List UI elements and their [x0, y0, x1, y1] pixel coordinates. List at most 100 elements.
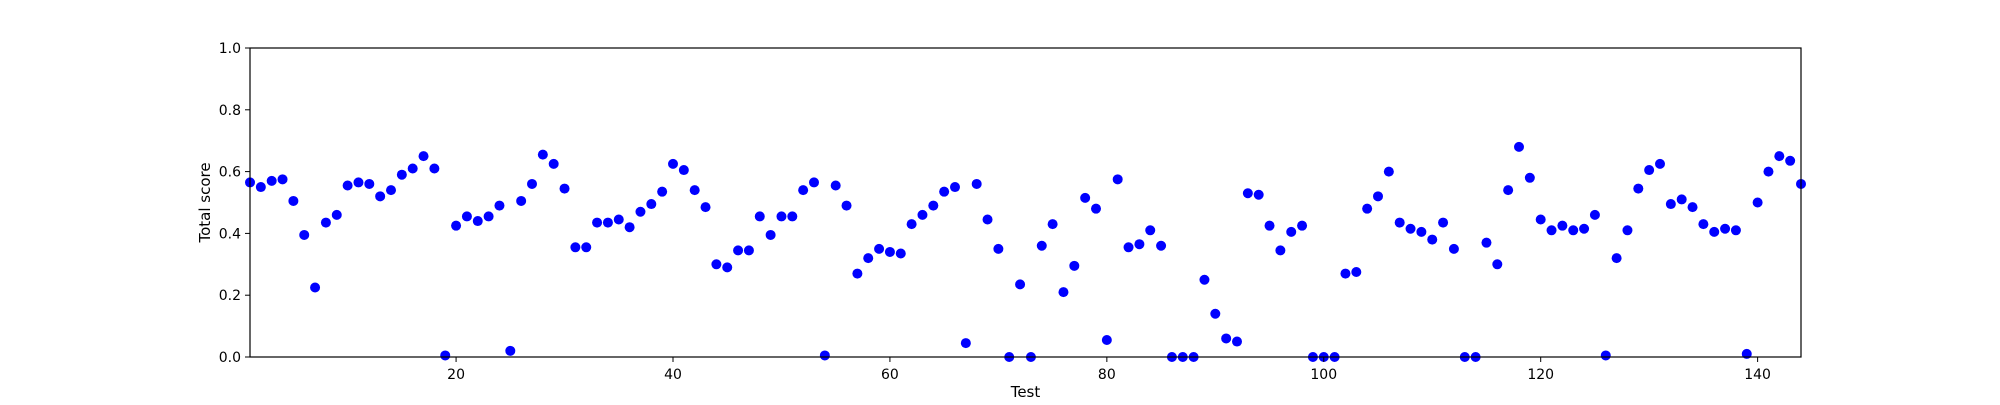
x-axis-ticks: 20 40 60 80 100 120 140 [447, 357, 1771, 383]
data-point [668, 158, 678, 169]
data-point [1448, 243, 1459, 254]
data-point [331, 209, 342, 220]
data-point [1242, 188, 1253, 199]
x-tick-label: 100 [1310, 367, 1337, 383]
data-point [1655, 158, 1665, 169]
data-point [494, 200, 505, 211]
data-point [884, 246, 895, 257]
data-point [1622, 225, 1633, 236]
data-point [288, 195, 299, 206]
data-point [1134, 239, 1145, 250]
data-point [1524, 172, 1535, 183]
data-point [1535, 214, 1546, 225]
data-point [960, 338, 971, 349]
data-point [1221, 333, 1232, 344]
data-point [277, 174, 288, 185]
data-point [928, 200, 939, 211]
data-point [1752, 197, 1763, 208]
x-tick-label: 80 [1098, 367, 1116, 383]
x-tick-label: 20 [447, 367, 465, 383]
data-point [483, 211, 494, 222]
data-point [364, 178, 375, 189]
data-point [581, 242, 592, 253]
data-point [733, 245, 744, 256]
data-point [1730, 225, 1741, 236]
data-point [624, 222, 635, 233]
data-point [516, 195, 527, 206]
y-tick-label: 1.0 [219, 41, 241, 57]
data-point [1145, 225, 1156, 236]
data-point [1405, 223, 1416, 234]
plot-frame [249, 47, 1802, 358]
data-point [743, 245, 754, 256]
x-tick-label: 40 [664, 367, 682, 383]
y-tick-label: 0.0 [219, 350, 241, 366]
data-point [1709, 226, 1720, 237]
data-point [570, 242, 581, 253]
x-tick-label: 60 [881, 367, 899, 383]
data-point [429, 163, 440, 174]
data-point [1015, 279, 1026, 290]
data-point [1210, 308, 1221, 319]
data-point [646, 199, 657, 210]
data-point [678, 165, 689, 176]
data-point [852, 268, 863, 279]
data-point [299, 229, 310, 240]
data-point [1546, 225, 1557, 236]
data-point [1763, 166, 1774, 177]
data-point [1589, 209, 1600, 220]
data-point [1481, 237, 1492, 248]
data-point [765, 229, 776, 240]
data-point [874, 243, 885, 254]
data-point [613, 214, 624, 225]
data-points [245, 141, 1806, 362]
data-point [505, 345, 516, 356]
data-point [1514, 141, 1524, 152]
data-point [1047, 219, 1058, 230]
data-point [1036, 240, 1047, 251]
data-point [863, 253, 874, 264]
data-point [1286, 226, 1297, 237]
data-point [830, 180, 841, 191]
data-point [1069, 260, 1080, 271]
data-point [689, 185, 700, 196]
data-point [353, 177, 364, 188]
data-point [1080, 192, 1091, 203]
data-point [1362, 203, 1373, 214]
data-point [971, 178, 982, 189]
data-point [559, 183, 570, 194]
data-point [1568, 225, 1579, 236]
data-point [548, 158, 559, 169]
data-point [895, 248, 906, 259]
data-point [798, 185, 809, 196]
data-point [310, 282, 321, 293]
data-point [451, 220, 462, 231]
data-point [1665, 199, 1676, 210]
data-point [1785, 155, 1796, 166]
data-point [1687, 202, 1698, 213]
data-point [537, 149, 548, 160]
data-point [1600, 350, 1611, 361]
data-point [1091, 203, 1101, 214]
data-point [440, 350, 451, 361]
data-point [1579, 223, 1590, 234]
data-point [592, 217, 603, 228]
data-point [787, 211, 798, 222]
data-point [1503, 185, 1514, 196]
data-point [1774, 151, 1785, 162]
data-point [1123, 242, 1134, 253]
data-point [396, 169, 407, 180]
data-point [1297, 220, 1308, 231]
x-tick-label: 140 [1744, 367, 1771, 383]
data-point [917, 209, 928, 220]
data-point [711, 259, 722, 270]
data-point [386, 185, 396, 196]
data-point [527, 178, 537, 189]
data-point [809, 177, 819, 188]
data-point [342, 180, 353, 191]
data-point [602, 217, 613, 228]
data-point [255, 182, 266, 193]
y-tick-label: 0.6 [219, 165, 241, 181]
data-point [1676, 194, 1687, 205]
